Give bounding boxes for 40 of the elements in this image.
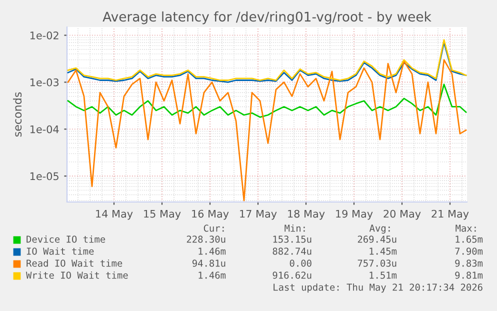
y-tick-label: 1e-04: [30, 125, 59, 134]
legend-label: Device IO time: [26, 235, 106, 243]
x-tick-label: 17 May: [240, 210, 277, 220]
text: 153.15u: [273, 236, 312, 243]
y-axis-title: seconds: [13, 92, 22, 137]
text: Last update: Thu May 21 20:17:34 2026: [274, 283, 482, 293]
text: 0.00: [290, 260, 312, 267]
legend-label: IO Wait time: [26, 247, 94, 255]
text: 228.30u: [186, 236, 226, 243]
chart-title: Average latency for /dev/ring01-vg/root - by week: [102, 11, 432, 24]
text: 1.46m: [198, 272, 226, 279]
x-tick-label: 14 May: [96, 210, 133, 220]
y-tick-label: 1e-02: [30, 31, 58, 40]
text: Min:: [284, 224, 305, 232]
text: 1.65m: [456, 236, 483, 243]
text: Avg:: [369, 224, 390, 234]
y-tick-label: 1e-03: [30, 78, 59, 86]
text: 9.81m: [455, 272, 483, 279]
text: 1.45m: [370, 248, 397, 255]
text: 7.90m: [455, 248, 483, 255]
x-tick-label: 20 May: [384, 210, 421, 220]
x-tick-label: 18 May: [288, 210, 325, 220]
x-tick-label: 16 May: [192, 210, 229, 220]
text: 269.45u: [358, 236, 396, 243]
x-tick-label: 15 May: [144, 210, 181, 220]
text: Max:: [456, 224, 476, 232]
x-tick-label: 19 May: [336, 210, 373, 220]
text: 9.83m: [455, 260, 483, 267]
text: 1.46m: [198, 248, 226, 255]
line-series: [67, 84, 467, 118]
legend-label: Write IO Wait time: [26, 271, 128, 279]
legend-label: Read IO Wait time: [26, 259, 122, 267]
text: 916.62u: [272, 272, 312, 279]
text: 94.81u: [192, 260, 226, 267]
text: 1.51m: [370, 272, 397, 279]
x-tick-label: 21 May: [432, 210, 469, 220]
text: 882.74u: [272, 248, 312, 255]
text: Cur:: [204, 224, 224, 232]
text: 757.03u: [358, 260, 396, 267]
y-tick-label: 1e-05: [30, 172, 58, 180]
